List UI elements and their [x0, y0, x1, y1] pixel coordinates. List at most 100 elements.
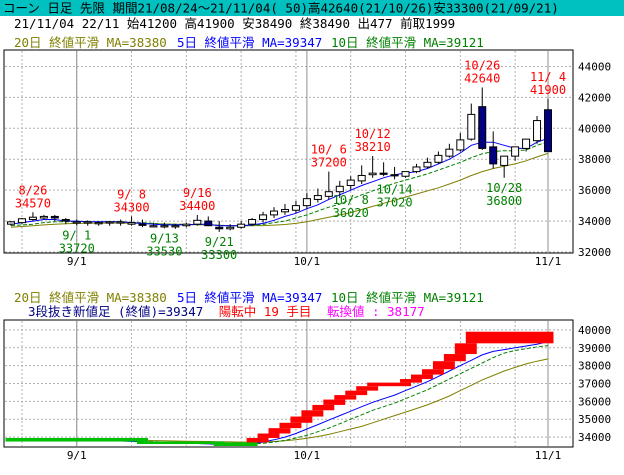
candle-body-up — [324, 191, 333, 197]
y-tick-label: 36000 — [578, 184, 611, 197]
y-tick-label: 40000 — [578, 324, 611, 337]
x-tick-label: 9/1 — [67, 255, 87, 268]
brick-up — [400, 379, 422, 383]
candle-body-down — [50, 215, 59, 219]
high-annotation-date: 8/26 — [18, 183, 47, 197]
y-tick-label: 39000 — [578, 342, 611, 355]
candle-body-up — [423, 161, 432, 168]
low-annotation-value: 36020 — [333, 206, 369, 220]
low-annotation-value: 33530 — [146, 244, 182, 258]
candle-body-up — [467, 113, 476, 140]
legend2-ma20: 20日 終値平滑 MA=38380 — [14, 290, 167, 305]
candle-body-up — [39, 215, 48, 219]
candle-body-up — [445, 148, 454, 157]
candle-body-up — [456, 139, 465, 151]
low-annotation-value: 36800 — [486, 194, 522, 208]
candle-panel-frame — [3, 49, 574, 254]
low-annotation-date: 9/ 1 — [62, 228, 91, 242]
brick-down — [213, 442, 258, 446]
y-tick-label: 38000 — [578, 153, 611, 166]
candle-body-up — [368, 172, 377, 176]
brick-up — [443, 354, 466, 362]
candle-body-up — [72, 221, 81, 224]
candle-body-up — [28, 216, 37, 221]
high-annotation-date: 9/16 — [183, 186, 212, 200]
candle-body-up — [401, 171, 410, 177]
candle-body-up — [7, 221, 15, 225]
x-tick-label: 11/1 — [535, 255, 562, 268]
y-tick-label: 34000 — [578, 215, 611, 228]
brick-up — [356, 386, 379, 391]
candle-panel: 32000 34000 36000 38000 40000 42000 44000 9/1 1… — [3, 49, 611, 268]
candle-body-up — [522, 138, 531, 149]
x-tick-label: 9/1 — [67, 449, 87, 462]
candle-body-up — [434, 154, 443, 163]
high-annotation-value: 41900 — [530, 83, 566, 97]
y-tick-label: 38000 — [578, 360, 611, 373]
high-annotation-date: 10/ 6 — [311, 143, 347, 157]
candle-body-up — [94, 222, 103, 225]
high-annotation-value: 34570 — [15, 196, 51, 210]
brick-up — [345, 390, 368, 396]
low-annotation-value: 33720 — [59, 241, 95, 255]
brick-up — [454, 343, 477, 355]
high-annotation-date: 10/12 — [355, 127, 391, 141]
y-tick-label: 34000 — [578, 431, 611, 444]
low-annotation-value: 37020 — [377, 195, 413, 209]
candle-body-up — [335, 185, 344, 193]
break-trend-status: 陽転中 19 手目 — [219, 304, 312, 319]
candle-body-down — [215, 226, 224, 230]
legend-ma5: 5日 終値平滑 MA=39347 — [177, 35, 322, 50]
legend-ma20: 20日 終値平滑 MA=38380 — [14, 35, 167, 50]
candle-body-up — [193, 219, 202, 225]
brick-up — [312, 404, 335, 411]
high-annotation-value: 34400 — [179, 199, 215, 213]
y-tick-label: 36000 — [578, 395, 611, 408]
candle-body-up — [280, 208, 289, 213]
candle-body-down — [61, 219, 70, 222]
brick-up — [465, 331, 554, 344]
ma20-line — [10, 152, 549, 228]
low-annotation-date: 10/28 — [486, 181, 522, 195]
legend2-ma10: 10日 終値平滑 MA=39121 — [331, 290, 484, 305]
y-tick-label: 44000 — [578, 60, 611, 73]
candle-body-up — [149, 225, 158, 228]
candle-y-axis: 32000 34000 36000 38000 40000 42000 44000 — [578, 60, 611, 259]
candle-x-axis: 9/1 10/1 11/1 — [67, 255, 561, 268]
break-status-line: 3段抜き新値足 (終値)=39347 陽転中 19 手目 転換値 : 38177 — [28, 304, 425, 319]
candle-body-up — [259, 214, 268, 221]
candle-body-up — [83, 221, 92, 224]
brick-down — [5, 437, 148, 442]
high-annotation-value: 42640 — [464, 71, 500, 85]
candle-body-down — [204, 220, 213, 227]
brick-up — [323, 399, 346, 405]
break-y-axis: 34000 35000 36000 37000 38000 39000 40000 — [578, 324, 611, 444]
break-panel-frame — [3, 319, 574, 448]
brick-up — [367, 382, 412, 387]
break-legend: 20日 終値平滑 MA=38380 5日 終値平滑 MA=39347 10日 終… — [14, 290, 484, 319]
x-tick-label: 10/1 — [294, 255, 321, 268]
candle-moving-averages — [10, 137, 549, 228]
candle-body-up — [270, 210, 279, 216]
candle-body-down — [489, 146, 498, 165]
brick-up — [411, 374, 433, 380]
candle-series — [7, 87, 552, 232]
candle-body-up — [226, 226, 235, 230]
y-tick-label: 35000 — [578, 413, 611, 426]
candle-body-down — [544, 109, 552, 153]
title-line: コーン 日足 先限 期間21/08/24～21/11/04( 50)高42640… — [3, 1, 559, 16]
brick-up — [279, 422, 302, 429]
high-annotation-date: 11/ 4 — [530, 70, 566, 84]
candle-body-up — [533, 120, 542, 142]
title-bar — [0, 0, 624, 16]
quote-line: 21/11/04 22/11 始41200 高41900 安38490 終384… — [14, 16, 455, 31]
low-annotation-date: 9/13 — [150, 231, 179, 245]
candle-body-up — [116, 221, 125, 224]
x-tick-label: 11/1 — [535, 449, 562, 462]
break-bricks — [5, 331, 554, 446]
low-annotation-date: 10/ 8 — [333, 193, 369, 207]
break-x-axis: 9/1 10/1 11/1 — [67, 449, 561, 462]
candle-body-up — [500, 155, 509, 166]
